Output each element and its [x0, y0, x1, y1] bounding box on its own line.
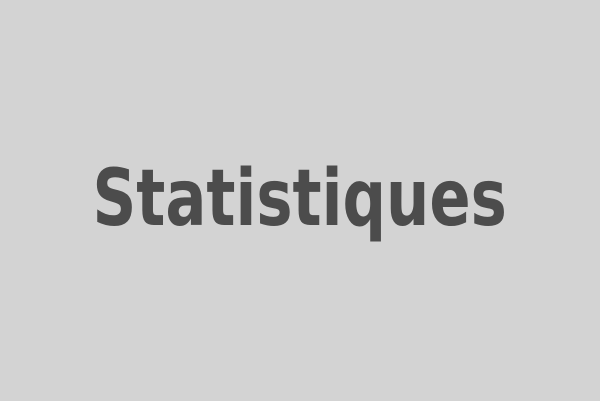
placeholder-title: Statistiques	[92, 153, 508, 244]
